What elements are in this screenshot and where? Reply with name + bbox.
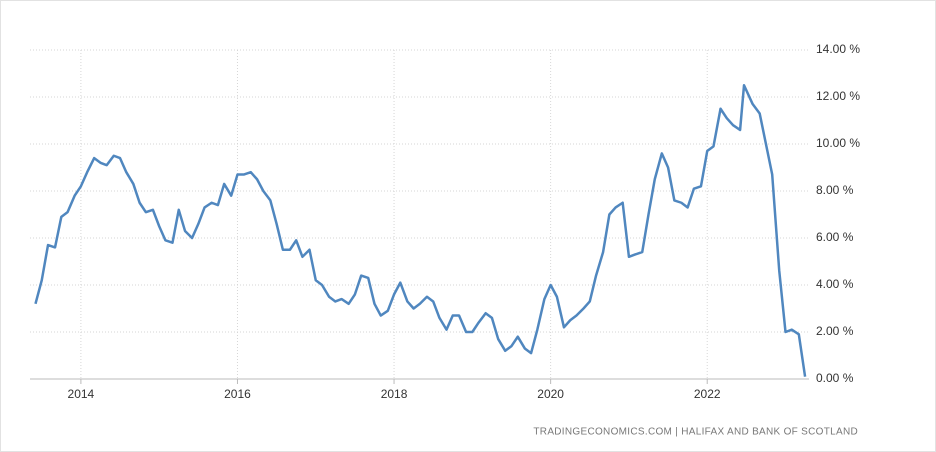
x-tick-label: 2022 xyxy=(694,387,721,401)
x-tick-label: 2016 xyxy=(224,387,251,401)
y-tick-label: 4.00 % xyxy=(816,277,854,291)
y-tick-label: 10.00 % xyxy=(816,136,860,150)
y-tick-label: 2.00 % xyxy=(816,324,854,338)
line xyxy=(34,84,807,377)
y-tick-label: 12.00 % xyxy=(816,89,860,103)
x-tick-label: 2014 xyxy=(68,387,95,401)
y-tick-label: 0.00 % xyxy=(816,371,854,385)
x-tick-label: 2018 xyxy=(381,387,408,401)
source: TRADINGECONOMICS.COM | HALIFAX AND BANK … xyxy=(533,427,858,438)
y-tick-label: 8.00 % xyxy=(816,183,854,197)
x-tick-label: 2020 xyxy=(537,387,564,401)
y-tick-label: 14.00 % xyxy=(816,42,860,56)
y-tick-label: 6.00 % xyxy=(816,230,854,244)
